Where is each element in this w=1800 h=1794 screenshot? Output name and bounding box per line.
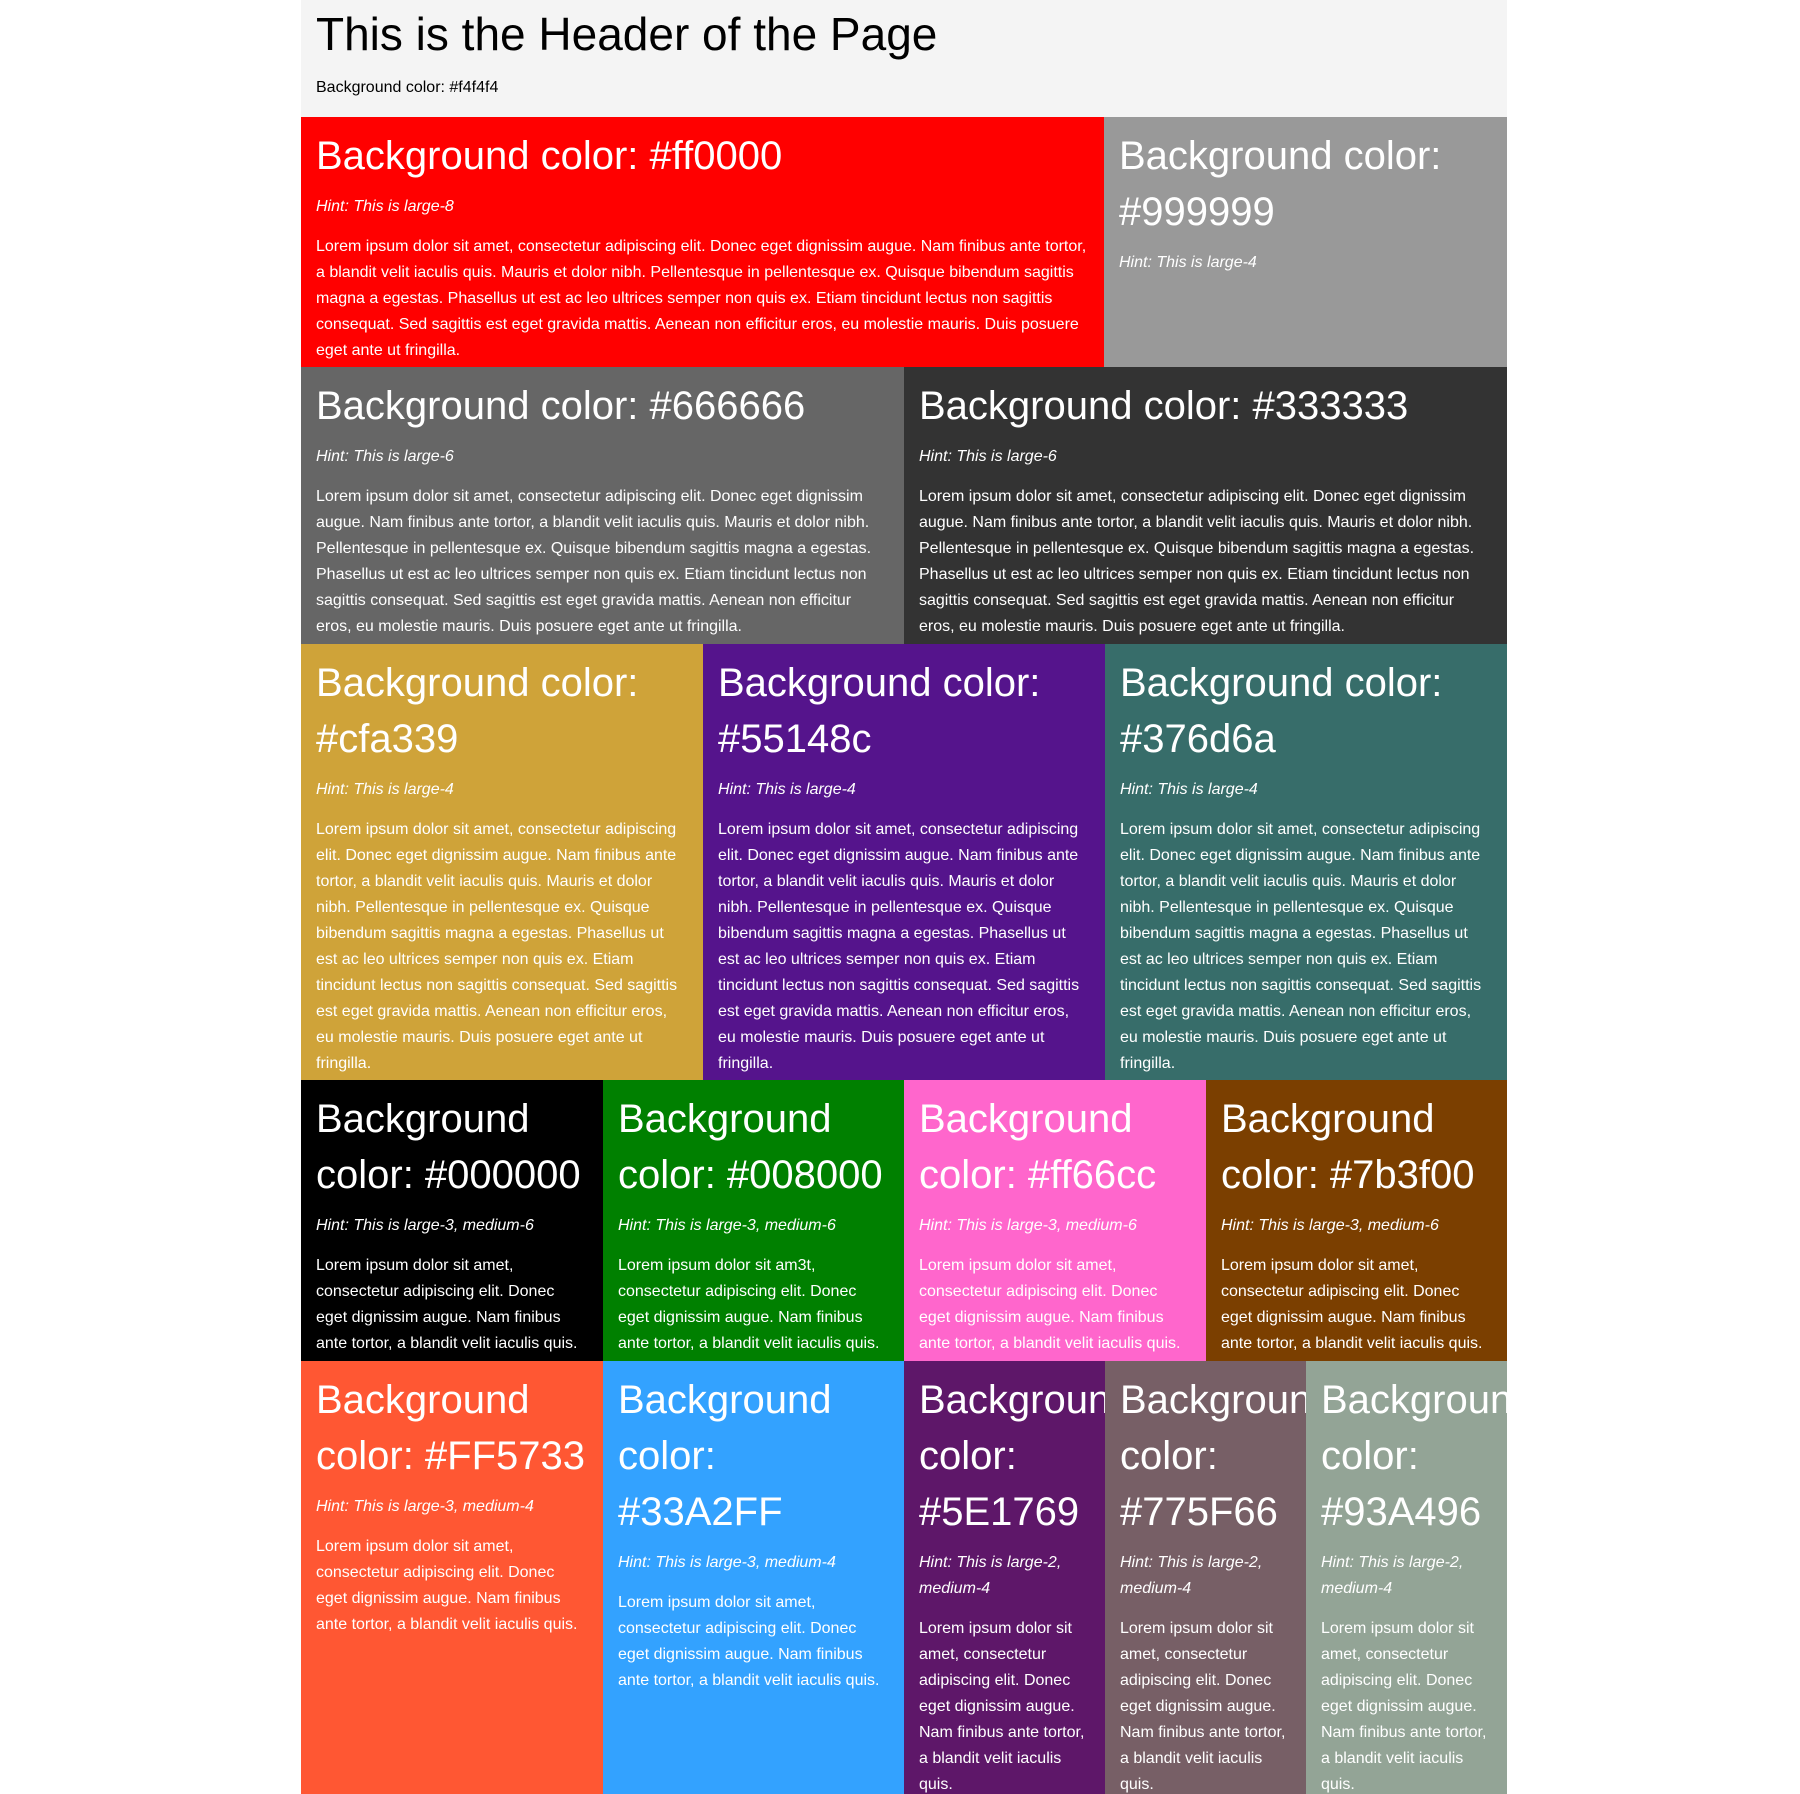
color-block-ff66cc: Background color: #ff66cc Hint: This is … [904, 1080, 1206, 1361]
block-title: Background color: #7b3f00 [1221, 1097, 1475, 1197]
block-body: Lorem ipsum dolor sit amet, consectetur … [1221, 1257, 1483, 1352]
block-title: Background color: #333333 [919, 384, 1409, 428]
page: This is the Header of the Page Backgroun… [301, 0, 1507, 1794]
block-hint: Hint: This is large-6 [316, 448, 454, 465]
block-title: Background color: #FF5733 [316, 1378, 586, 1478]
block-title: Background color: #376d6a [1120, 661, 1443, 761]
color-block-55148c: Background color: #55148c Hint: This is … [703, 644, 1105, 1080]
block-body: Lorem ipsum dolor sit amet, consectetur … [316, 1257, 578, 1352]
block-title: Background color: #ff0000 [316, 134, 783, 178]
block-hint: Hint: This is large-4 [1119, 254, 1257, 271]
block-title: Background color: #000000 [316, 1097, 581, 1197]
block-hint: Hint: This is large-2, medium-4 [1321, 1554, 1464, 1597]
color-block-5E1769: Background color: #5E1769 Hint: This is … [904, 1361, 1105, 1794]
color-block-376d6a: Background color: #376d6a Hint: This is … [1105, 644, 1507, 1080]
color-block-ff0000: Background color: #ff0000 Hint: This is … [301, 117, 1104, 367]
block-title: Background color: #775F66 [1120, 1378, 1306, 1534]
block-hint: Hint: This is large-4 [1120, 781, 1258, 798]
block-hint: Hint: This is large-3, medium-6 [1221, 1217, 1439, 1234]
block-hint: Hint: This is large-3, medium-6 [618, 1217, 836, 1234]
block-hint: Hint: This is large-3, medium-6 [316, 1217, 534, 1234]
block-body: Lorem ipsum dolor sit amet, consectetur … [718, 821, 1080, 1072]
color-block-775F66: Background color: #775F66 Hint: This is … [1105, 1361, 1306, 1794]
block-hint: Hint: This is large-2, medium-4 [919, 1554, 1062, 1597]
block-body: Lorem ipsum dolor sit amet, consectetur … [1321, 1620, 1487, 1793]
color-block-93A496: Background color: #93A496 Hint: This is … [1306, 1361, 1507, 1794]
color-block-999999: Background color: #999999 Hint: This is … [1104, 117, 1507, 367]
color-block-666666: Background color: #666666 Hint: This is … [301, 367, 904, 644]
block-title: Background color: #93A496 [1321, 1378, 1507, 1534]
block-body: Lorem ipsum dolor sit amet, consectetur … [316, 238, 1087, 359]
color-block-33A2FF: Background color: #33A2FF Hint: This is … [603, 1361, 904, 1794]
block-title: Background color: #666666 [316, 384, 806, 428]
block-hint: Hint: This is large-6 [919, 448, 1057, 465]
block-title: Background color: #55148c [718, 661, 1041, 761]
block-hint: Hint: This is large-2, medium-4 [1120, 1554, 1263, 1597]
block-hint: Hint: This is large-8 [316, 198, 454, 215]
header-color-label: Background color: #f4f4f4 [316, 79, 499, 96]
block-body: Lorem ipsum dolor sit amet, consectetur … [919, 1257, 1181, 1352]
color-block-000000: Background color: #000000 Hint: This is … [301, 1080, 603, 1361]
block-title: Background color: #33A2FF [618, 1378, 832, 1534]
block-hint: Hint: This is large-3, medium-4 [316, 1498, 534, 1515]
block-hint: Hint: This is large-3, medium-6 [919, 1217, 1137, 1234]
block-body: Lorem ipsum dolor sit amet, consectetur … [1120, 1620, 1286, 1793]
block-title: Background color: #ff66cc [919, 1097, 1157, 1197]
block-body: Lorem ipsum dolor sit amet, consectetur … [316, 488, 872, 635]
block-body: Lorem ipsum dolor sit amet, consectetur … [316, 1538, 578, 1633]
block-hint: Hint: This is large-4 [316, 781, 454, 798]
block-body: Lorem ipsum dolor sit amet, consectetur … [316, 821, 678, 1072]
color-block-008000: Background color: #008000 Hint: This is … [603, 1080, 904, 1361]
color-block-cfa339: Background color: #cfa339 Hint: This is … [301, 644, 703, 1080]
color-block-333333: Background color: #333333 Hint: This is … [904, 367, 1507, 644]
block-hint: Hint: This is large-3, medium-4 [618, 1554, 836, 1571]
block-title: Background color: #cfa339 [316, 661, 639, 761]
block-title: Background color: #999999 [1119, 134, 1442, 234]
page-header: This is the Header of the Page Backgroun… [301, 0, 1507, 117]
block-body: Lorem ipsum dolor sit amet, consectetur … [618, 1594, 880, 1689]
block-body: Lorem ipsum dolor sit amet, consectetur … [919, 1620, 1085, 1793]
block-hint: Hint: This is large-4 [718, 781, 856, 798]
color-block-7b3f00: Background color: #7b3f00 Hint: This is … [1206, 1080, 1507, 1361]
block-body: Lorem ipsum dolor sit amet, consectetur … [919, 488, 1475, 635]
page-title: This is the Header of the Page [316, 8, 938, 60]
block-body: Lorem ipsum dolor sit amet, consectetur … [1120, 821, 1482, 1072]
block-body: Lorem ipsum dolor sit am3t, consectetur … [618, 1257, 880, 1352]
block-title: Background color: #008000 [618, 1097, 883, 1197]
color-block-FF5733: Background color: #FF5733 Hint: This is … [301, 1361, 603, 1794]
block-title: Background color: #5E1769 [919, 1378, 1105, 1534]
